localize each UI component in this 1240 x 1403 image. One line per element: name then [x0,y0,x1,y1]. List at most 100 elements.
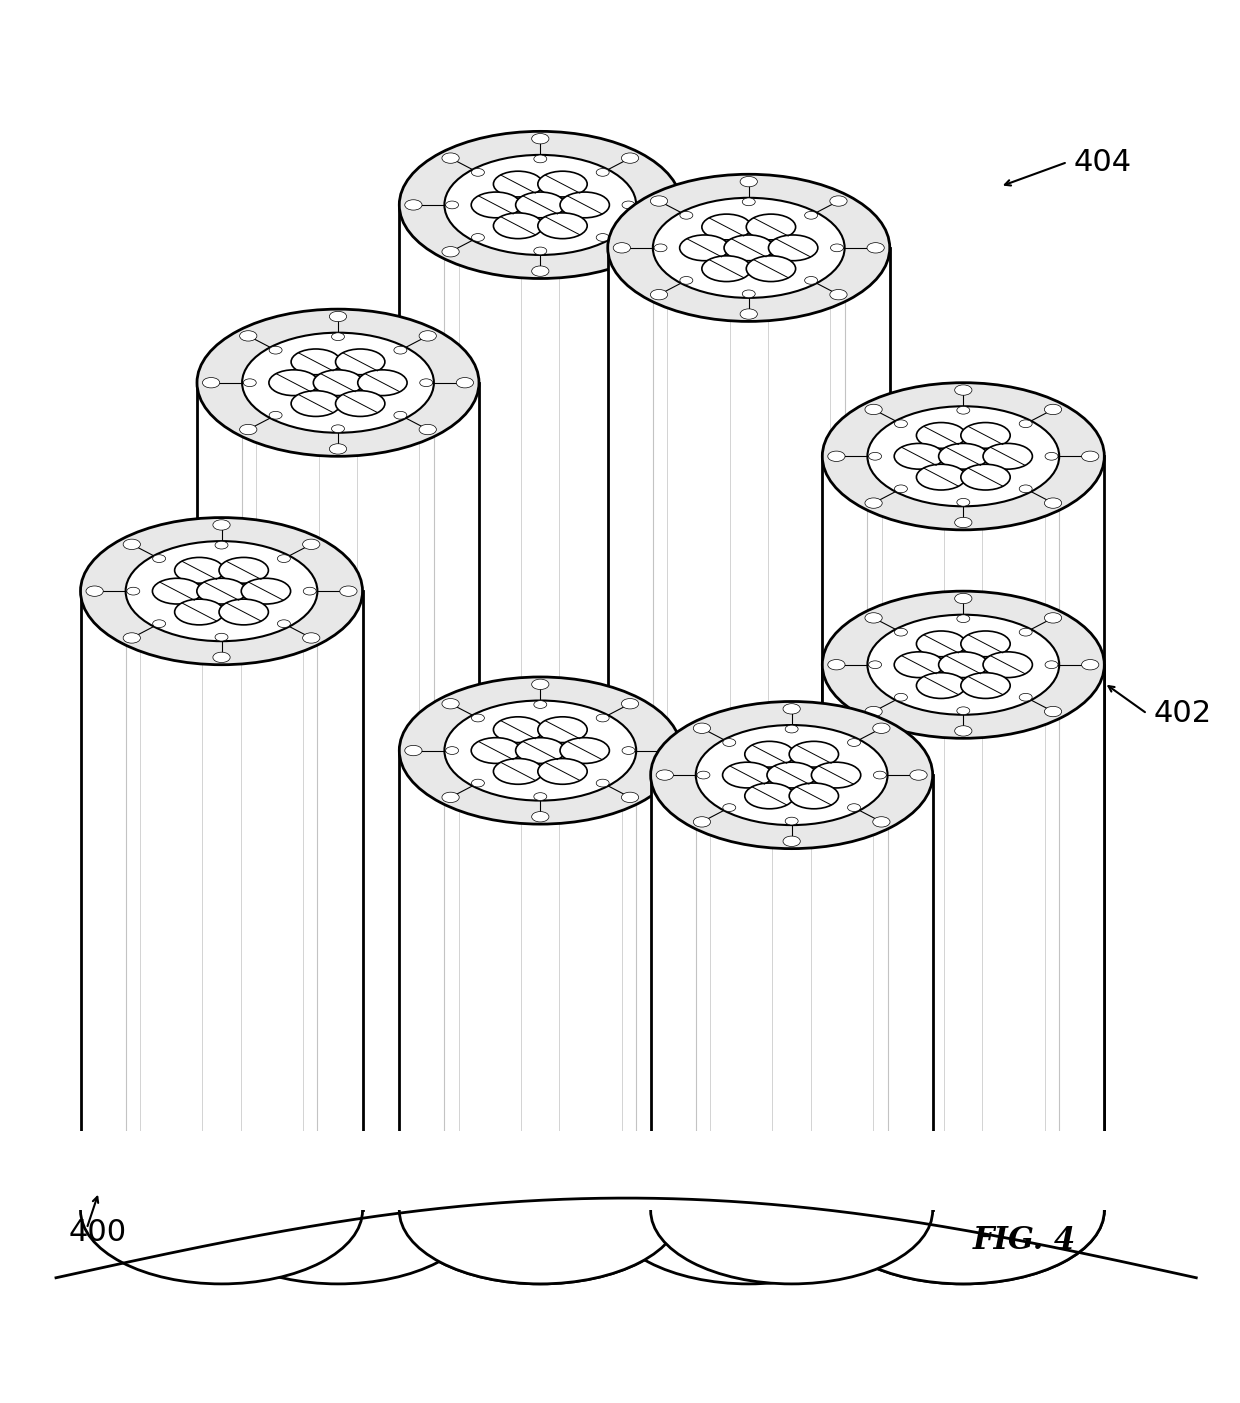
Ellipse shape [697,772,711,779]
Ellipse shape [1019,419,1032,428]
Ellipse shape [202,377,219,387]
Ellipse shape [723,738,735,746]
Ellipse shape [340,586,357,596]
Ellipse shape [894,693,908,702]
Ellipse shape [785,817,799,825]
Ellipse shape [560,738,609,763]
Ellipse shape [1045,661,1058,669]
Ellipse shape [658,199,676,210]
Ellipse shape [534,700,547,709]
Ellipse shape [830,289,847,300]
Polygon shape [816,1131,1111,1211]
Ellipse shape [868,407,1059,506]
Ellipse shape [740,177,758,187]
Ellipse shape [724,234,774,261]
Ellipse shape [399,132,681,278]
Ellipse shape [653,244,667,251]
Ellipse shape [596,233,609,241]
Polygon shape [601,1131,895,1211]
Ellipse shape [650,196,667,206]
Ellipse shape [532,133,549,145]
Ellipse shape [330,443,347,455]
Text: 400: 400 [68,1218,126,1247]
Ellipse shape [894,443,944,469]
Ellipse shape [652,198,844,297]
Polygon shape [81,591,362,1211]
Ellipse shape [404,745,422,756]
Ellipse shape [621,247,639,257]
Ellipse shape [242,578,290,605]
Ellipse shape [269,411,281,419]
Ellipse shape [1044,498,1061,508]
Ellipse shape [596,714,609,723]
Ellipse shape [983,443,1033,469]
Ellipse shape [805,276,817,285]
Ellipse shape [303,539,320,550]
Ellipse shape [822,591,1105,738]
Ellipse shape [746,215,796,240]
Ellipse shape [215,542,228,549]
Ellipse shape [516,192,565,217]
Ellipse shape [621,153,639,163]
Ellipse shape [621,699,639,709]
Ellipse shape [419,424,436,435]
Ellipse shape [916,631,966,657]
Ellipse shape [822,1136,1105,1284]
Ellipse shape [894,629,908,636]
Ellipse shape [723,762,773,788]
Ellipse shape [873,772,887,779]
Ellipse shape [848,804,861,811]
Ellipse shape [961,672,1011,699]
Ellipse shape [331,425,345,432]
Ellipse shape [532,811,549,822]
Ellipse shape [782,836,800,846]
Ellipse shape [957,615,970,623]
Ellipse shape [769,234,818,261]
Ellipse shape [830,196,847,206]
Ellipse shape [441,699,459,709]
Polygon shape [645,1131,939,1211]
Polygon shape [197,383,479,1211]
Ellipse shape [239,331,257,341]
Ellipse shape [278,620,290,627]
Ellipse shape [873,723,890,734]
Ellipse shape [123,633,140,643]
Polygon shape [822,456,1105,1211]
Ellipse shape [651,1136,932,1284]
Ellipse shape [822,383,1105,530]
Ellipse shape [622,746,635,755]
Ellipse shape [621,793,639,803]
Ellipse shape [197,1136,479,1284]
Ellipse shape [961,422,1011,449]
Ellipse shape [894,485,908,492]
Ellipse shape [696,725,888,825]
Ellipse shape [243,379,257,387]
Ellipse shape [910,770,928,780]
Ellipse shape [622,201,635,209]
Ellipse shape [650,289,667,300]
Ellipse shape [471,779,485,787]
Ellipse shape [867,243,884,253]
Ellipse shape [441,247,459,257]
Ellipse shape [532,679,549,689]
Ellipse shape [153,620,166,627]
Ellipse shape [782,704,800,714]
Ellipse shape [1019,629,1032,636]
Ellipse shape [213,519,231,530]
Ellipse shape [336,349,384,375]
Ellipse shape [441,793,459,803]
Ellipse shape [456,377,474,387]
Ellipse shape [693,723,711,734]
Ellipse shape [785,725,799,732]
Ellipse shape [330,311,347,321]
Ellipse shape [444,700,636,801]
Ellipse shape [404,199,422,210]
Ellipse shape [534,247,547,255]
Ellipse shape [538,171,588,196]
Ellipse shape [868,615,1059,714]
Ellipse shape [1044,613,1061,623]
Ellipse shape [894,652,944,678]
Ellipse shape [303,633,320,643]
Ellipse shape [126,588,140,595]
Ellipse shape [866,404,882,415]
